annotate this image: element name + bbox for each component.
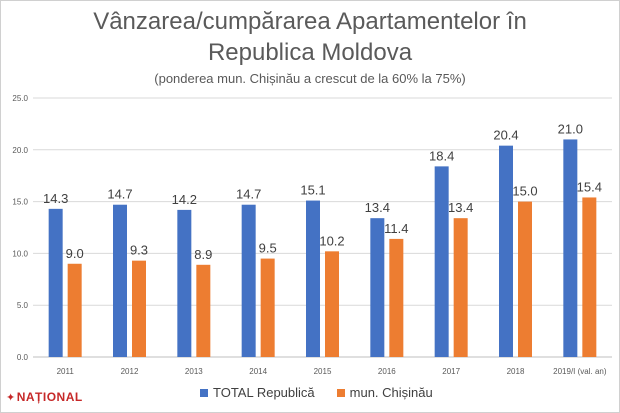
data-label-chisinau: 8.9 [194, 247, 212, 262]
data-label-chisinau: 10.2 [319, 233, 344, 248]
data-label-chisinau: 9.3 [130, 243, 148, 258]
x-tick-label: 2018 [507, 367, 525, 376]
x-tick-label: 2012 [121, 367, 139, 376]
bar-total [434, 166, 449, 357]
bar-chisinau [325, 251, 339, 357]
data-label-total: 21.0 [558, 121, 583, 136]
bar-total [563, 139, 578, 357]
bar-chisinau [196, 264, 211, 357]
chart-legend: TOTAL Republică mun. Chișinău [200, 385, 433, 400]
national-logo: ✦NAȚIONAL [6, 390, 83, 404]
bar-chisinau [518, 201, 532, 357]
y-tick-label: 25.0 [12, 94, 28, 103]
bar-chisinau [389, 238, 404, 357]
bar-chisinau [67, 263, 82, 357]
bar-total [370, 218, 385, 357]
x-tick-label: 2019/I (val. an) [553, 367, 607, 376]
legend-item-total: TOTAL Republică [200, 385, 315, 400]
bar-chisinau [260, 258, 275, 357]
chart-subtitle: (ponderea mun. Chișinău a crescut de la … [154, 71, 466, 86]
data-label-chisinau: 11.4 [384, 221, 408, 236]
bar-total [113, 204, 127, 357]
x-tick-label: 2014 [249, 367, 267, 376]
data-label-total: 20.4 [493, 128, 518, 143]
chart-title: Vânzarea/cumpărarea Apartamentelor în Re… [0, 6, 620, 68]
data-label-total: 14.3 [43, 191, 68, 206]
data-label-total: 13.4 [365, 200, 390, 215]
legend-swatch-chisinau [336, 388, 345, 397]
x-tick-label: 2017 [442, 367, 460, 376]
bar-chisinau [453, 218, 468, 357]
bar-total [499, 145, 513, 357]
legend-swatch-total [200, 388, 208, 397]
y-tick-label: 15.0 [12, 198, 28, 207]
data-label-total: 14.2 [172, 192, 197, 207]
data-label-chisinau: 9.5 [259, 241, 277, 256]
y-tick-label: 0.0 [17, 353, 29, 362]
logo-text: NAȚIONAL [16, 390, 83, 404]
data-label-total: 14.7 [236, 187, 261, 202]
bar-total [48, 208, 63, 357]
legend-item-chisinau: mun. Chișinău [336, 385, 433, 400]
bar-total [306, 200, 320, 357]
data-label-chisinau: 15.0 [512, 184, 537, 199]
x-tick-label: 2011 [57, 367, 75, 376]
chart-title-line1: Vânzarea/cumpărarea Apartamentelor în [93, 8, 527, 35]
bar-total [177, 209, 192, 357]
bar-chisinau [582, 197, 597, 357]
logo-icon: ✦ [6, 392, 16, 404]
data-label-total: 15.1 [300, 183, 325, 198]
y-tick-label: 10.0 [12, 249, 28, 258]
bar-total [241, 204, 256, 357]
data-label-chisinau: 9.0 [66, 246, 84, 261]
data-label-chisinau: 15.4 [577, 179, 602, 194]
x-tick-label: 2015 [314, 367, 332, 376]
x-tick-label: 2013 [185, 367, 203, 376]
legend-label-total: TOTAL Republică [213, 385, 315, 400]
x-tick-label: 2016 [378, 367, 396, 376]
data-label-chisinau: 13.4 [448, 200, 473, 215]
y-tick-label: 5.0 [17, 301, 29, 310]
data-label-total: 14.7 [107, 187, 132, 202]
legend-label-chisinau: mun. Chișinău [349, 385, 433, 400]
y-tick-label: 20.0 [12, 146, 28, 155]
bar-chisinau [132, 260, 146, 357]
data-label-total: 18.4 [429, 148, 454, 163]
chart-title-line2: Republica Moldova [207, 39, 413, 66]
